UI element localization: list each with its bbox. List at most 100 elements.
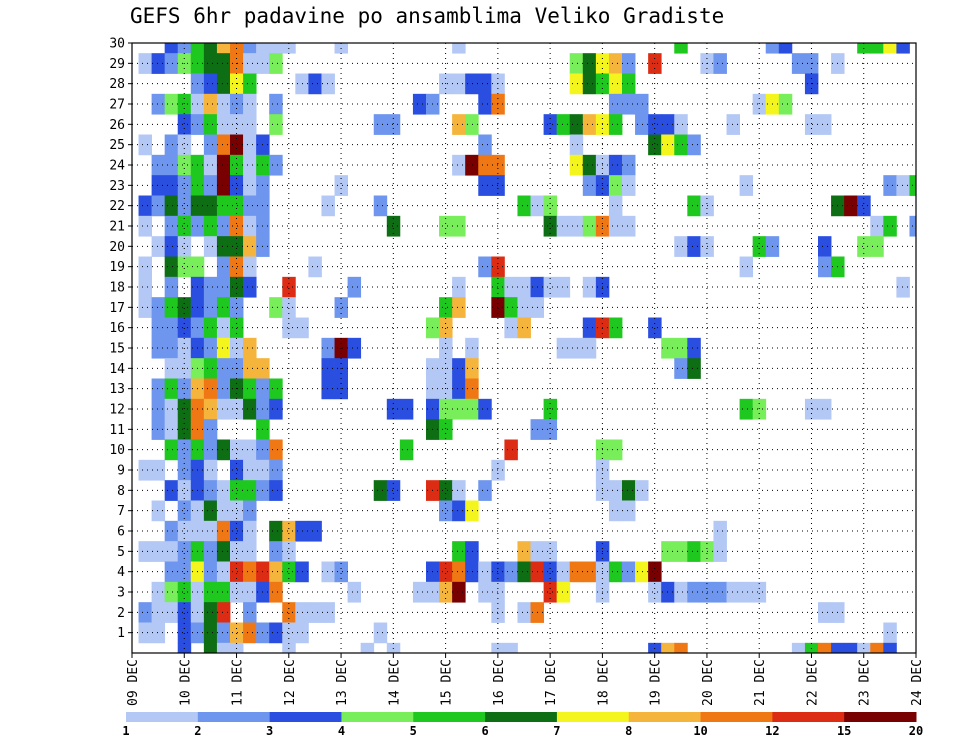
heatmap-cell [216,520,231,542]
y-tick-label: 26 [109,118,125,133]
heatmap-cell [465,154,479,176]
heatmap-cell [687,195,701,217]
heatmap-cell [203,53,218,74]
heatmap-cell [164,561,179,583]
heatmap-cell [752,581,767,603]
heatmap-cell [308,520,322,542]
heatmap-cell [177,114,192,135]
y-tick-label: 11 [109,423,125,438]
heatmap-cell [726,114,740,135]
heatmap-cell [818,398,832,420]
y-tick-label: 17 [109,301,125,316]
heatmap-cell [203,236,218,257]
heatmap-cell [269,114,283,135]
heatmap-cell [308,602,322,623]
colorbar-label: 12 [765,724,779,738]
heatmap-cell [752,398,767,420]
heatmap-cell [216,541,231,562]
heatmap-cell [556,581,571,603]
heatmap-cell [230,520,244,542]
heatmap-cell [269,378,283,400]
heatmap-cell [203,500,218,522]
heatmap-cell [818,602,832,623]
heatmap-cell [164,297,179,318]
heatmap-cell [164,398,179,420]
heatmap-cell [138,256,152,278]
heatmap-cell [164,419,179,440]
heatmap-cell [608,73,623,95]
heatmap-cell [478,93,492,115]
x-tick-label: 23 DEC [858,659,873,706]
heatmap-cell [138,134,152,156]
heatmap-cell [491,276,505,298]
x-axis: 09 DEC 10 DEC 11 DEC 12 DEC 13 DEC 14 DEC 15 D… [126,653,925,706]
heatmap-cell [151,154,166,176]
heatmap-cell [373,622,388,644]
heatmap-cell [230,195,244,217]
heatmap-cell [648,134,662,156]
y-tick-label: 13 [109,382,125,397]
heatmap-cell [373,480,388,501]
heatmap-cell [243,439,257,461]
heatmap-cell [439,398,453,420]
heatmap-cell [857,236,871,257]
heatmap-cell [804,398,819,420]
heatmap-cell [230,459,244,481]
heatmap-cell [582,337,597,359]
heatmap-cell [190,43,205,54]
y-tick-label: 5 [117,545,125,560]
heatmap-cell [478,73,492,95]
heatmap-cell [177,561,192,583]
heatmap-cell [216,276,231,298]
x-tick-label: 11 DEC [231,659,246,706]
heatmap-cell [347,581,362,603]
heatmap-cell [177,581,192,603]
colorbar-swatch [197,712,271,722]
y-tick-label: 6 [117,525,125,540]
heatmap-cell [203,73,218,95]
heatmap-cell [504,297,518,318]
heatmap-cell [269,439,283,461]
heatmap-cell [216,114,231,135]
heatmap-cell [164,480,179,501]
heatmap-cell [791,642,806,654]
heatmap-cell [661,642,675,654]
heatmap-cell [203,134,218,156]
heatmap-cell [230,561,244,583]
y-tick-label: 18 [109,281,125,296]
heatmap-cell [164,43,179,54]
heatmap-cell [282,541,296,562]
heatmap-cell [203,154,218,176]
heatmap-cell [635,480,649,501]
heatmap-cell [216,195,231,217]
heatmap-cell [412,581,427,603]
heatmap-cell [230,541,244,562]
heatmap-cell [674,134,688,156]
heatmap-cell [844,195,858,217]
heatmap-cell [439,500,453,522]
heatmap-cell [177,154,192,176]
heatmap-cell [177,459,192,481]
heatmap-cell [883,175,897,196]
heatmap-cell [243,134,257,156]
heatmap-cell [321,73,335,95]
y-tick-label: 8 [117,484,125,499]
colorbar-swatch [844,712,917,722]
heatmap-cell [582,154,597,176]
heatmap-cell [203,195,218,217]
x-tick-label: 19 DEC [649,659,664,706]
heatmap-cell [203,520,218,542]
y-tick-label: 28 [109,77,125,92]
x-tick-label: 17 DEC [544,659,559,706]
heatmap-cell [230,581,244,603]
heatmap-cell [243,378,257,400]
heatmap-cell [230,317,244,339]
heatmap-cell [857,195,871,217]
heatmap-cell [203,480,218,501]
colorbar-swatch [772,712,845,722]
heatmap-cell [674,642,688,654]
heatmap-cell [256,43,270,54]
heatmap-cell [582,73,597,95]
heatmap-cell [883,622,897,644]
heatmap-cell [687,134,701,156]
